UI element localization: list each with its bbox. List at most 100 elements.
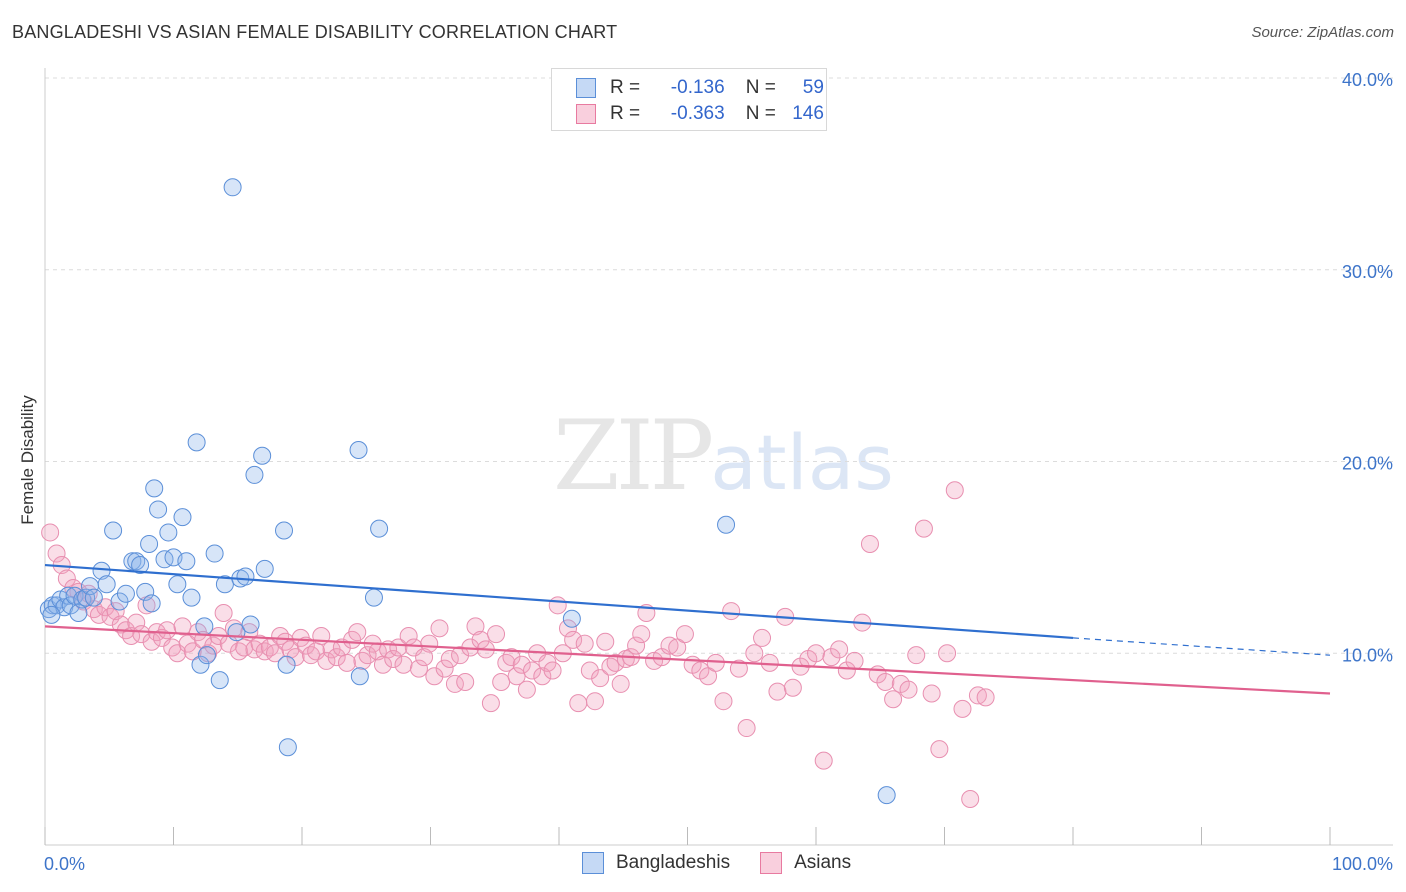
bangladeshi-point	[131, 556, 150, 575]
asian-point	[783, 678, 802, 697]
asian-point	[768, 682, 787, 701]
asian-point	[722, 602, 741, 621]
asian-point	[394, 655, 413, 674]
bangladeshi-point	[155, 550, 174, 569]
asian-point	[596, 632, 615, 651]
asian-point	[286, 648, 305, 667]
asian-point	[699, 667, 718, 686]
legend-n-value: 59	[802, 77, 824, 98]
bangladeshi-point	[255, 559, 274, 578]
asian-point	[660, 636, 679, 655]
asian-point	[266, 644, 285, 663]
legend-r-value: -0.363	[670, 103, 725, 124]
asian-point	[420, 634, 439, 653]
asian-point	[142, 632, 161, 651]
legend-r-value: -0.136	[670, 77, 725, 98]
bangladeshi-point	[717, 515, 736, 534]
legend-r-label: R =	[610, 103, 641, 124]
asian-point	[830, 640, 849, 659]
asian-point	[214, 603, 233, 622]
watermark-zip: ZIP	[553, 400, 714, 512]
bangladeshi-point	[42, 605, 61, 624]
series-legend: Bangladeshis Asians	[582, 852, 881, 874]
y-tick-label: 20.0%	[1342, 454, 1393, 474]
y-tick-label: 40.0%	[1342, 70, 1393, 90]
x-tick-label: 0.0%	[44, 854, 85, 874]
asian-point	[753, 628, 772, 647]
asian-point	[492, 673, 511, 692]
asian-point	[714, 692, 733, 711]
asian-point	[575, 634, 594, 653]
asian-point	[430, 619, 449, 638]
y-axis-label: Female Disability	[18, 395, 37, 525]
bangladeshi-point	[275, 521, 294, 540]
watermark: ZIPatlas	[553, 400, 894, 512]
bangladeshi-point	[142, 594, 161, 613]
asian-point	[47, 544, 66, 563]
bangladeshi-point	[61, 596, 80, 615]
y-tick-label: 30.0%	[1342, 262, 1393, 282]
asian-point	[591, 669, 610, 688]
asian-point	[512, 655, 531, 674]
asian-point	[953, 699, 972, 718]
asian-point	[745, 644, 764, 663]
bangladeshi-point	[277, 655, 296, 674]
legend-row-bangladeshi: R = -0.136 N = 59	[576, 77, 824, 99]
asian-point	[435, 659, 454, 678]
asian-point	[456, 673, 475, 692]
asian-point	[632, 625, 651, 644]
asian-point	[384, 650, 403, 669]
asian-point	[558, 619, 577, 638]
bangladeshi-point	[177, 552, 196, 571]
bangladeshi-point	[370, 519, 389, 538]
bangladeshi-point	[223, 178, 242, 197]
asian-point	[961, 789, 980, 808]
asian-point	[899, 680, 918, 699]
bangladeshi-point	[364, 588, 383, 607]
asian-point	[845, 651, 864, 670]
asian-point	[353, 651, 372, 670]
bangladeshi-point	[278, 738, 297, 757]
bangladeshi-point	[69, 603, 88, 622]
bangladeshi-point	[104, 521, 123, 540]
asian-point	[106, 602, 125, 621]
asian-point	[327, 648, 346, 667]
asian-point	[569, 694, 588, 713]
asian-point	[337, 653, 356, 672]
asian-point	[611, 674, 630, 693]
asian-point	[389, 638, 408, 657]
asian-point	[348, 623, 367, 642]
bangladeshi-point	[84, 588, 103, 607]
bangladeshi-point	[149, 500, 168, 519]
asian-point	[158, 621, 177, 640]
asian-point	[914, 519, 933, 538]
asian-point	[814, 751, 833, 770]
asian-point	[675, 625, 694, 644]
asian-point	[111, 615, 130, 634]
bangladeshi-point	[562, 609, 581, 628]
asian-point	[481, 694, 500, 713]
asian-point	[907, 646, 926, 665]
asian-point	[922, 684, 941, 703]
asian-point	[440, 650, 459, 669]
bangladeshi-trend-extension	[1072, 637, 1331, 656]
asian-point	[533, 667, 552, 686]
asian-point	[976, 688, 995, 707]
bangladeshi-point	[205, 544, 224, 563]
legend-n-label: N =	[745, 77, 776, 98]
legend-label: Asians	[794, 852, 852, 873]
bangladeshi-point	[145, 479, 164, 498]
legend-swatch-pink	[760, 852, 783, 874]
bangladeshi-point	[97, 575, 116, 594]
bangladeshi-point	[253, 446, 272, 465]
asian-point	[543, 661, 562, 680]
bangladeshi-point	[110, 592, 129, 611]
asian-point	[968, 686, 987, 705]
asian-point	[466, 617, 485, 636]
bangladeshi-point	[197, 646, 216, 665]
asian-point	[737, 719, 756, 738]
bangladeshi-point	[92, 561, 111, 580]
asian-point	[204, 636, 223, 655]
asian-point	[132, 625, 151, 644]
asian-point	[497, 653, 516, 672]
